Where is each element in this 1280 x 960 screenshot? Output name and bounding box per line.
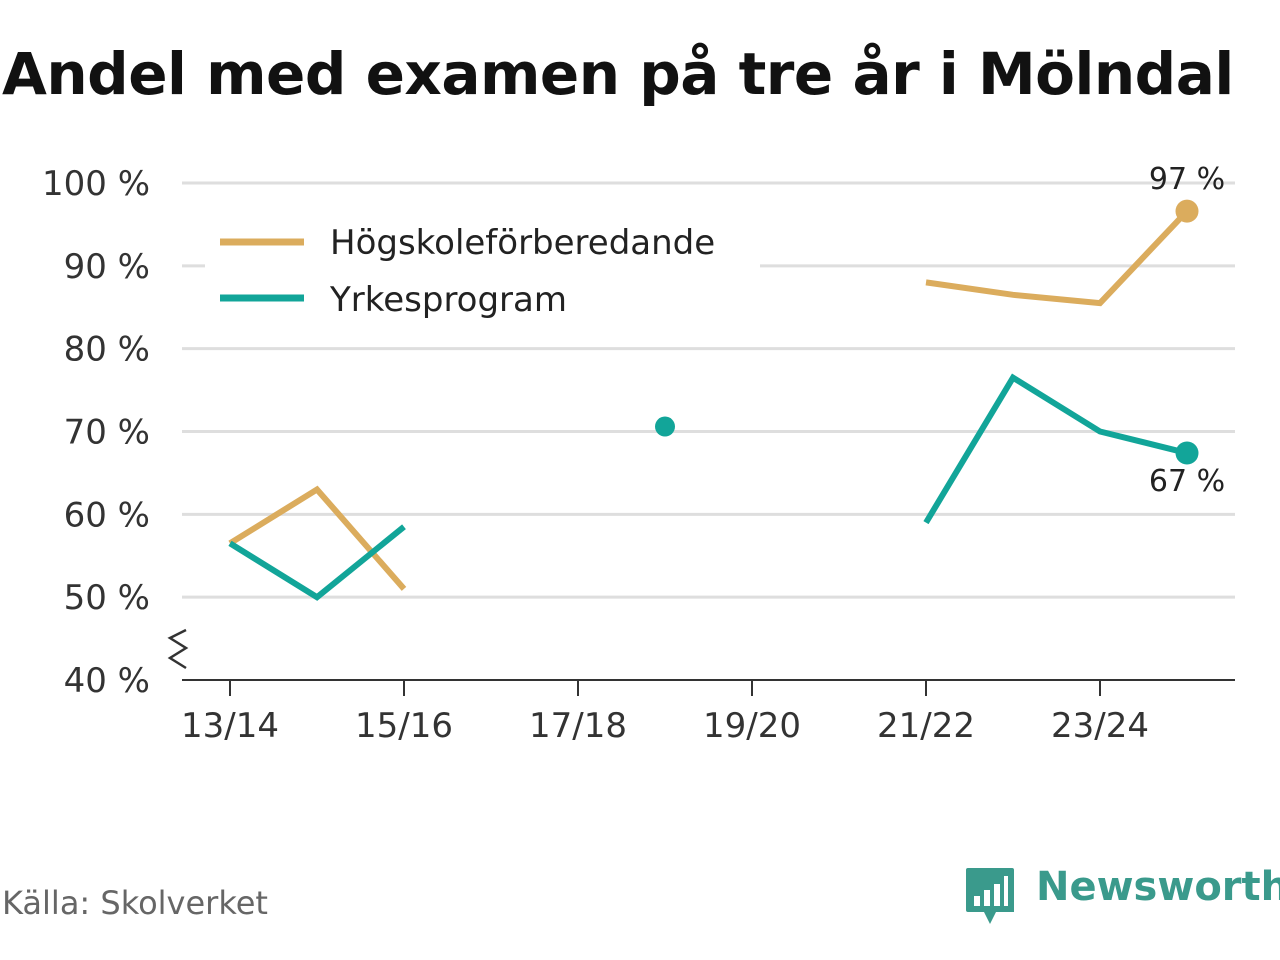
x-tick-label: 21/22 <box>877 706 975 746</box>
data-label: 67 % <box>1149 464 1225 499</box>
axes: 40 % 50 % 60 % 70 % 80 % 90 % 100 % 13/14 15/16 1… <box>42 164 1235 746</box>
legend-label-hogskoleforberedande: Högskoleförberedande <box>330 223 715 263</box>
x-tick-label: 15/16 <box>355 706 453 746</box>
series-end-marker-1 <box>1175 441 1199 465</box>
axis-break-icon <box>167 628 189 670</box>
x-tick-label: 17/18 <box>529 706 627 746</box>
series-line-1 <box>923 373 1188 525</box>
source-note: Källa: Skolverket <box>2 884 268 922</box>
brand-logo: Newsworthy <box>964 862 1280 926</box>
annotation-layer: 97 % 67 % <box>1149 162 1225 499</box>
y-tick-label: 60 % <box>64 495 150 535</box>
chart-title: Andel med examen på tre år i Mölndal <box>2 40 1234 108</box>
grid-lines <box>182 181 1235 599</box>
legend-background <box>205 205 760 330</box>
y-tick-label: 80 % <box>64 330 150 370</box>
y-tick-label: 90 % <box>64 247 150 287</box>
legend: Högskoleförberedande Yrkesprogram <box>205 205 760 330</box>
x-tick-label: 13/14 <box>181 706 279 746</box>
series-layer <box>228 199 1199 601</box>
x-tick-label: 19/20 <box>703 706 801 746</box>
bar-chart-speech-bubble-icon <box>966 868 1014 924</box>
series-line-1 <box>228 524 406 601</box>
x-tick-label: 23/24 <box>1051 706 1149 746</box>
y-tick-label: 50 % <box>64 578 150 618</box>
y-tick-label: 40 % <box>64 661 150 701</box>
y-tick-label: 100 % <box>42 164 150 204</box>
y-tick-label: 70 % <box>64 413 150 453</box>
data-label: 97 % <box>1149 162 1225 197</box>
brand-name: Newsworthy <box>1036 864 1280 910</box>
series-point-1 <box>655 416 675 437</box>
series-line-0 <box>925 209 1190 307</box>
line-chart: Högskoleförberedande Yrkesprogram 40 % 50… <box>42 162 1235 746</box>
series-line-0 <box>228 485 407 591</box>
legend-label-yrkesprogram: Yrkesprogram <box>329 280 567 320</box>
series-end-marker-0 <box>1175 199 1199 223</box>
